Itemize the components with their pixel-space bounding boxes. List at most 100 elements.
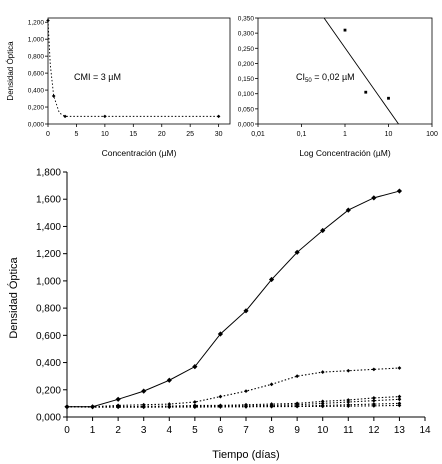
series-1-point — [166, 377, 172, 383]
series-1-point — [268, 276, 275, 283]
series-1-point — [115, 396, 121, 402]
x-tick-label: 0 — [46, 131, 50, 138]
y-tick-label: 0,800 — [28, 54, 45, 61]
series-1-point — [345, 207, 351, 213]
series-6-point — [269, 404, 274, 409]
series-2-point — [320, 370, 325, 374]
series-3-point — [371, 396, 376, 400]
x-tick-label: 15 — [129, 131, 137, 138]
series-lines — [66, 190, 400, 408]
series-6-point — [65, 404, 69, 409]
y-tick-label: 0,100 — [238, 91, 255, 98]
series-3-point — [397, 394, 402, 399]
y-tick-label: 0,800 — [36, 304, 61, 315]
y-axis: 0,000 0,200 0,400 0,600 0,800 1,000 1,200 1,400… — [36, 168, 68, 424]
series-6-point — [192, 405, 197, 409]
y-tick-label: 0,300 — [238, 31, 255, 38]
y-tick-label: 0,400 — [36, 358, 61, 369]
x-tick-label: 30 — [215, 131, 223, 138]
series-2-point — [295, 374, 300, 379]
series-4-point — [320, 401, 325, 406]
series-2-point — [397, 366, 402, 370]
y-tick-label: 0,000 — [238, 122, 255, 129]
y-tick-label: 1,600 — [36, 195, 61, 206]
x-tick-label: 1 — [90, 425, 96, 436]
points — [343, 28, 390, 100]
curve — [47, 20, 219, 117]
x-tick-label: 100 — [426, 131, 438, 138]
series-1-point — [243, 308, 249, 314]
series-6-point — [244, 404, 248, 409]
y-tick-label: 1,200 — [36, 249, 61, 260]
x-tick-label: 5 — [192, 425, 198, 436]
series-2-point — [346, 368, 351, 373]
y-tick-label: 0,400 — [28, 88, 45, 95]
y-tick-label: 0,200 — [28, 105, 45, 112]
annotation-main: CI — [296, 72, 305, 82]
series-6-point — [371, 403, 376, 408]
x-tick-label: 5 — [74, 131, 78, 138]
series-2-point — [269, 382, 274, 387]
x-tick-label: 0,01 — [251, 131, 265, 138]
y-tick-label: 0,000 — [28, 122, 45, 129]
series-2-point — [371, 367, 376, 372]
series-6-point — [167, 405, 172, 409]
x-tick-label: 12 — [368, 425, 380, 436]
x-axis: 0,01 0,1 1 10 100 — [251, 124, 438, 138]
x-tick-label: 13 — [394, 425, 406, 436]
data-point — [51, 94, 56, 98]
series-6-point — [320, 404, 325, 409]
x-tick-label: 14 — [419, 425, 431, 436]
plot-area — [257, 17, 433, 125]
series-6-point — [218, 405, 223, 409]
series-line-4 — [67, 398, 400, 408]
series-1-point — [192, 364, 198, 370]
annotation: CI50 = 0,02 µM — [296, 72, 355, 84]
x-tick-label: 10 — [317, 425, 329, 436]
data-point — [46, 18, 50, 23]
x-tick-label: 3 — [141, 425, 147, 436]
series-6-point — [141, 405, 146, 410]
y-axis-label: Densidad Óptica — [6, 41, 15, 101]
y-tick-label: 0,600 — [28, 71, 45, 78]
data-point — [103, 114, 107, 119]
x-tick-label: 2 — [115, 425, 121, 436]
series-4-point — [346, 400, 351, 404]
chart-mic: 0 5 10 15 20 25 30 0,000 0,200 0,400 0,600 0,800 1,… — [6, 17, 231, 158]
regression-line — [323, 17, 399, 125]
series-2-point — [218, 394, 223, 399]
x-tick-label: 7 — [243, 425, 249, 436]
annotation: CMI = 3 µM — [74, 72, 121, 82]
x-tick-label: 9 — [294, 425, 300, 436]
y-axis: 0,000 0,200 0,400 0,600 0,800 1,000 1,200 — [28, 20, 48, 129]
y-tick-label: 1,400 — [36, 222, 61, 233]
series-6-point — [295, 404, 300, 409]
x-tick-label: 8 — [269, 425, 275, 436]
x-tick-label: 10 — [101, 131, 109, 138]
series-markers — [64, 188, 403, 410]
annotation-subscript: 50 — [305, 78, 312, 84]
y-tick-label: 0,050 — [238, 106, 255, 113]
series-1-point — [294, 249, 300, 255]
series-line-3 — [67, 396, 400, 408]
x-axis-label: Concentración (µM) — [102, 148, 177, 158]
series-2-point — [244, 389, 248, 394]
series-6-point — [346, 404, 351, 409]
annotation-tail: = 0,02 µM — [312, 72, 355, 82]
x-axis: 0 5 10 15 20 25 30 — [46, 124, 223, 138]
x-axis-label: Tiempo (días) — [212, 449, 279, 461]
series-1-point — [217, 331, 224, 337]
y-tick-label: 0,000 — [36, 413, 61, 424]
x-tick-label: 10 — [385, 131, 393, 138]
x-tick-label: 0 — [64, 425, 70, 436]
points — [46, 18, 221, 119]
x-tick-label: 25 — [186, 131, 194, 138]
y-axis-label: Densidad Óptica — [7, 256, 20, 338]
series-line-2 — [67, 367, 400, 408]
series-1-point — [371, 195, 377, 201]
y-tick-label: 0,200 — [238, 61, 255, 68]
y-tick-label: 1,800 — [36, 168, 61, 179]
y-tick-label: 0,600 — [36, 331, 61, 342]
series-6-point — [90, 405, 95, 410]
